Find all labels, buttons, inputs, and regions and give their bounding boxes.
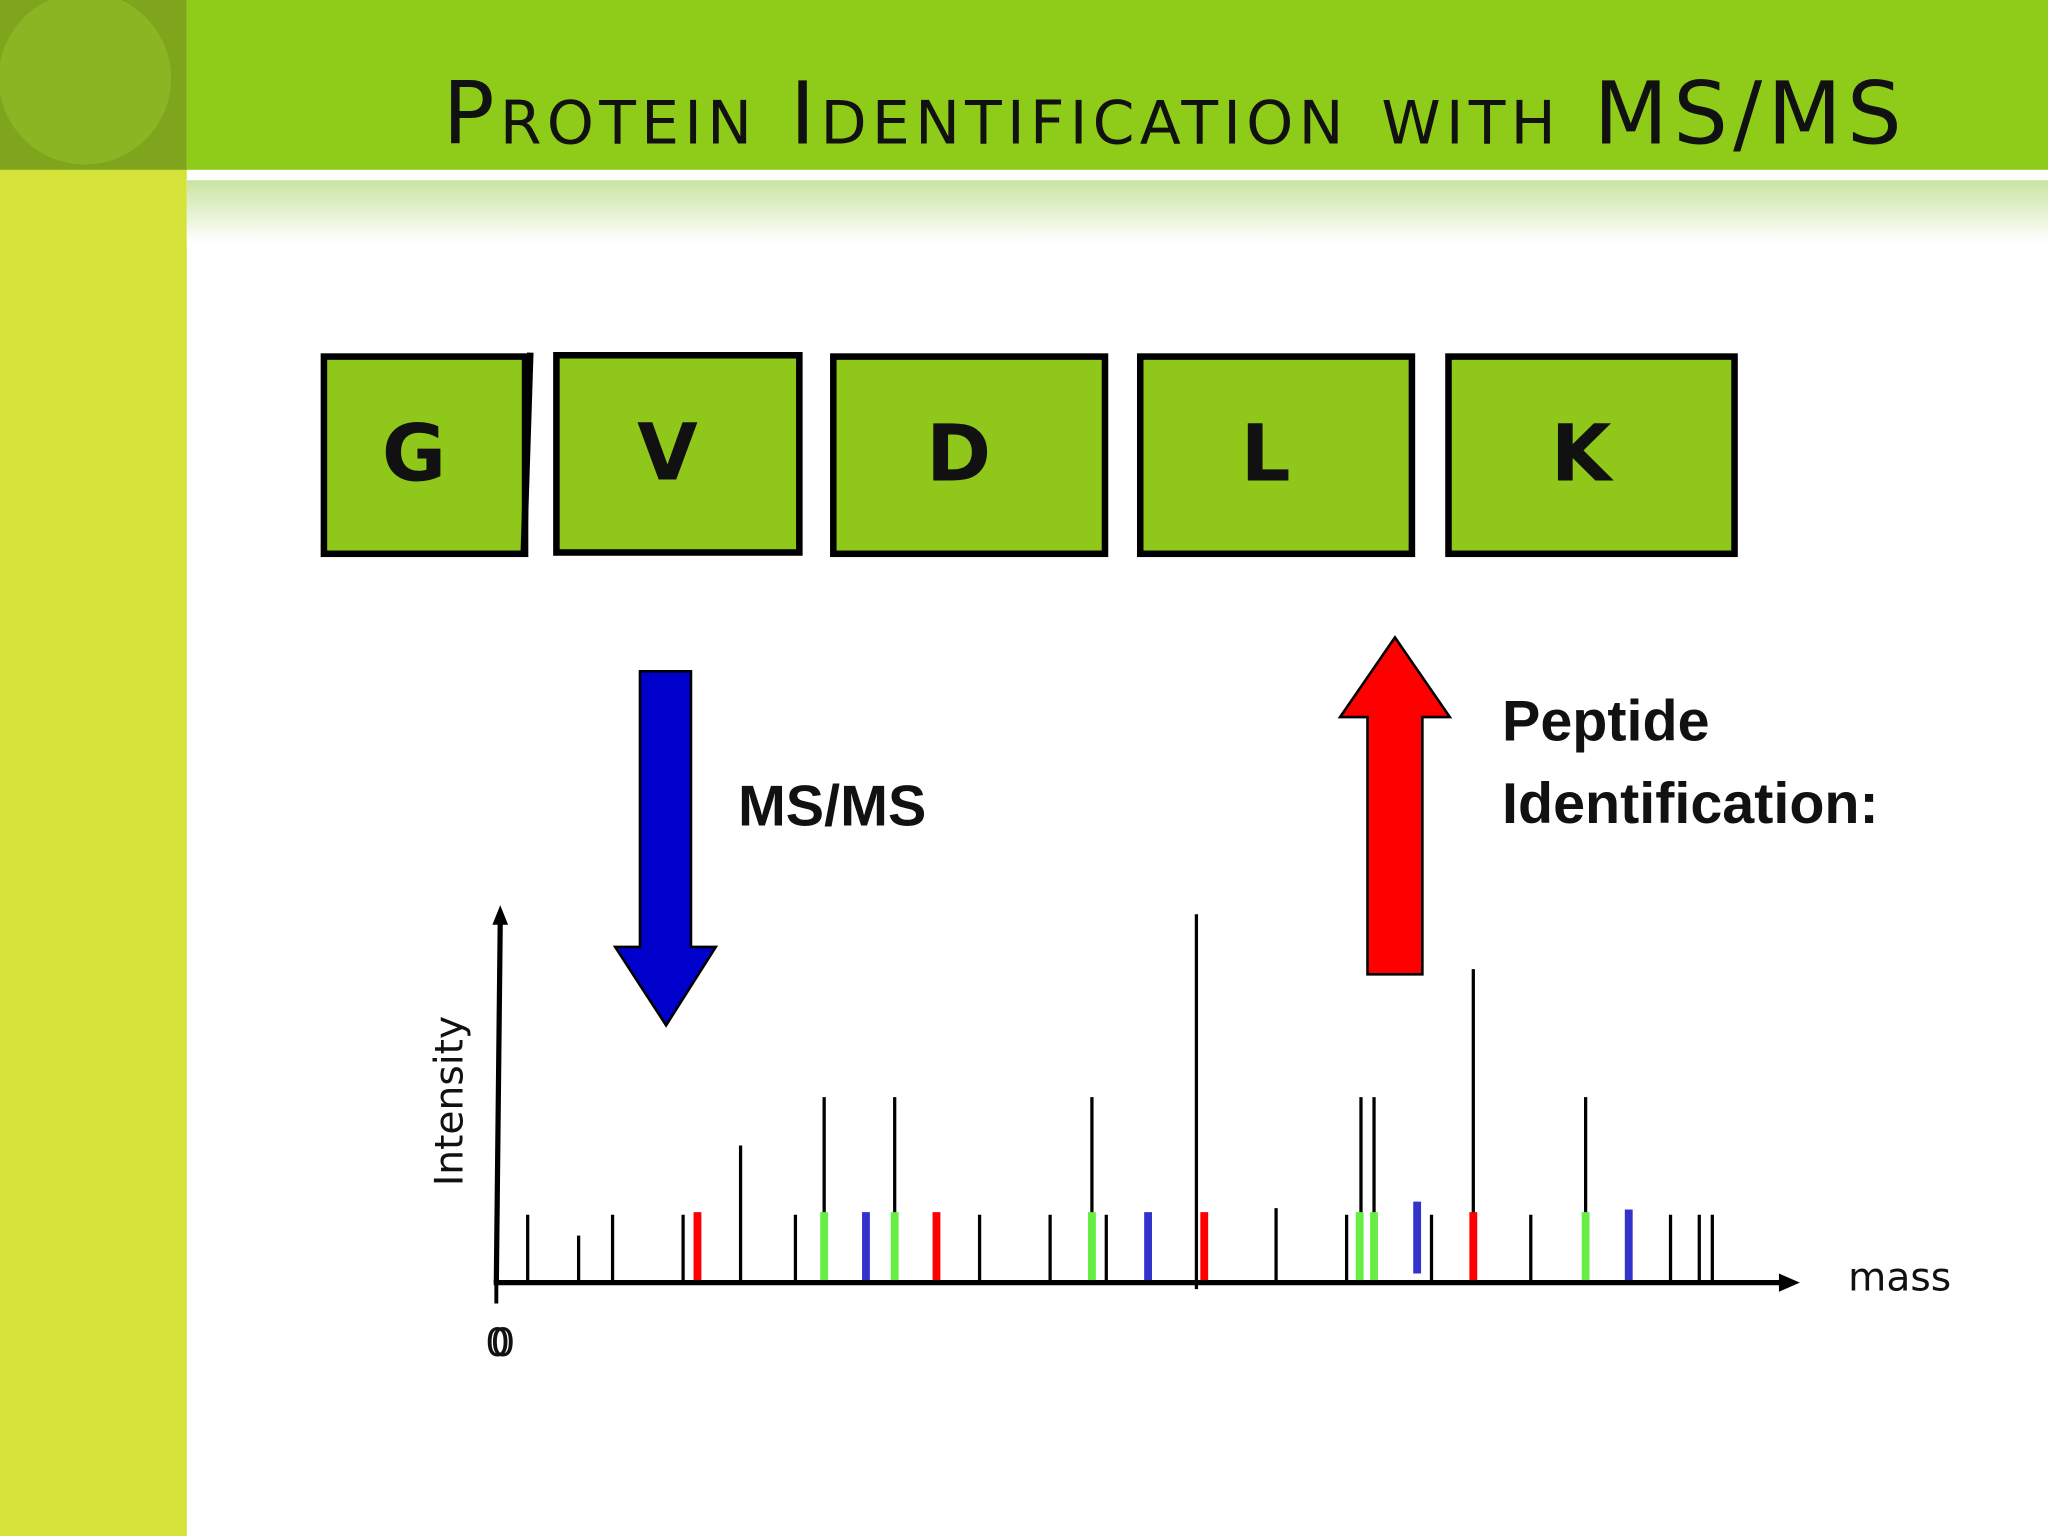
- x-axis-label: mass: [1848, 1255, 1951, 1300]
- cleavage-mark: [520, 352, 534, 554]
- residue-letter: L: [1241, 409, 1291, 500]
- residue-letter: V: [637, 407, 698, 498]
- origin-label: 0: [485, 1321, 510, 1366]
- ms-label: MS/MS: [738, 774, 926, 838]
- down-arrow: [612, 670, 719, 1028]
- x-axis-arrow: [1778, 1273, 1800, 1292]
- identification-label: Identification:: [1502, 772, 1879, 836]
- y-axis-label: Intensity: [427, 1016, 472, 1187]
- peptide-label: Peptide: [1502, 690, 1710, 754]
- residue-box: [1445, 353, 1738, 558]
- residue-box: [1136, 353, 1416, 558]
- origin-label: 0: [490, 1321, 515, 1366]
- title-bar: [186, 0, 2048, 170]
- up-arrow: [1337, 635, 1453, 976]
- side-strip: [0, 0, 187, 1536]
- slide-title: Protein Identification with MS/MS: [443, 65, 1907, 165]
- y-axis-arrow: [492, 905, 509, 925]
- corner-circle: [0, 0, 172, 165]
- residue-letter: K: [1551, 409, 1615, 500]
- residue-box: [553, 352, 803, 556]
- residue-box: [830, 353, 1109, 558]
- y-axis: [493, 920, 503, 1283]
- title-fade: [186, 180, 2048, 243]
- residue-letter: D: [926, 409, 991, 500]
- residue-letter: G: [382, 409, 446, 500]
- spectrum: [526, 914, 1714, 1290]
